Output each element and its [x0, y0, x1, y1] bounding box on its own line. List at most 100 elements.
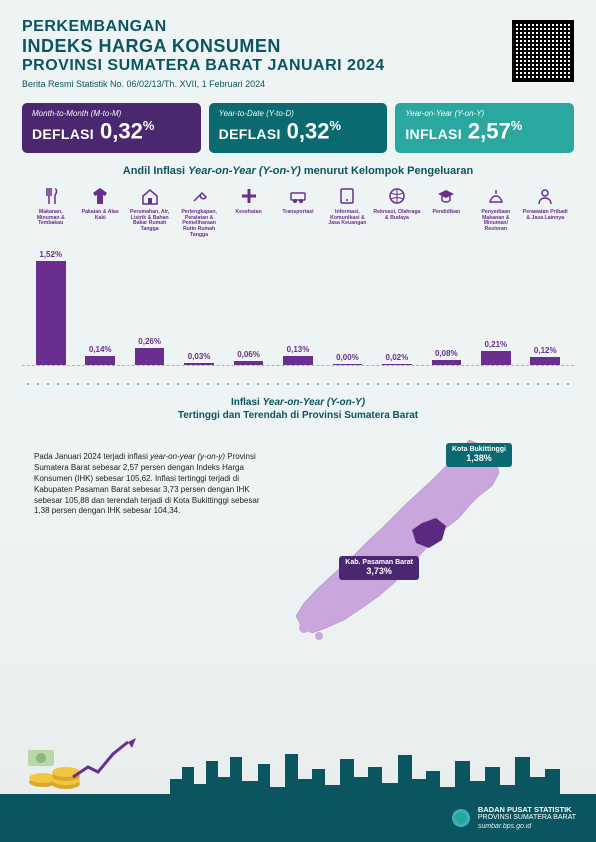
category-label: Perumahan, Air, Listrik & Bahan Bakar Ru… — [126, 210, 173, 233]
metric-value: 2,57% — [468, 118, 522, 144]
map-title: Inflasi Year-on-Year (Y-on-Y) Tertinggi … — [22, 396, 574, 422]
food-icon — [40, 185, 62, 207]
personal-icon — [534, 185, 556, 207]
category-item: Informasi, Komunikasi & Jasa Keuangan — [323, 185, 372, 239]
body-paragraph: Pada Januari 2024 terjadi inflasi year-o… — [34, 452, 274, 517]
bar — [135, 348, 165, 366]
divider — [22, 382, 574, 386]
metric-card: Year-on-Year (Y-on-Y) INFLASI 2,57% — [395, 103, 574, 152]
bps-logo-icon — [450, 807, 472, 829]
metric-sublabel: Month-to-Month (M-to-M) — [32, 109, 191, 118]
bar-column: 0,12% — [521, 246, 570, 365]
category-item: Perumahan, Air, Listrik & Bahan Bakar Ru… — [125, 185, 174, 239]
metric-cards: Month-to-Month (M-to-M)DEFLASI0,32%Year-… — [22, 103, 574, 152]
sumatra-map-icon — [274, 428, 554, 648]
category-label: Pendidikan — [433, 210, 461, 232]
metric-sublabel: Year-to-Date (Y-to-D) — [219, 109, 378, 118]
footer-text: BADAN PUSAT STATISTIK PROVINSI SUMATERA … — [478, 805, 576, 831]
category-label: Perawatan Pribadi & Jasa Lainnya — [522, 210, 569, 232]
category-item: Penyediaan Makanan & Minuman/ Restoran — [471, 185, 520, 239]
category-label: Pakaian & Alas Kaki — [76, 210, 123, 232]
metric-card: Year-to-Date (Y-to-D) DEFLASI 0,32% — [209, 103, 388, 152]
bar-value-label: 0,08% — [435, 349, 458, 358]
bar-column: 0,14% — [75, 246, 124, 365]
bar — [432, 360, 462, 366]
title-line-1: PERKEMBANGAN — [22, 18, 512, 36]
category-label: Transportasi — [282, 210, 313, 232]
metric-label: DEFLASI — [32, 126, 94, 142]
health-icon — [238, 185, 260, 207]
title-line-2: INDEKS HARGA KONSUMEN — [22, 36, 512, 57]
category-icons-row: Makanan, Minuman & TembakauPakaian & Ala… — [22, 185, 574, 239]
metric-label: DEFLASI — [219, 126, 281, 142]
bar-column: 0,06% — [224, 246, 273, 365]
bar-value-label: 0,26% — [138, 337, 161, 346]
map-pin-bukittinggi: Kota Bukittinggi 1,38% — [446, 443, 512, 467]
bar-column: 0,08% — [422, 246, 471, 365]
bar — [333, 364, 363, 365]
category-item: Makanan, Minuman & Tembakau — [26, 185, 75, 239]
bar-value-label: 0,14% — [89, 345, 112, 354]
qr-code-icon — [512, 20, 574, 82]
bar-chart: 1,52% 0,14% 0,26% 0,03% 0,06% 0,13% 0,00% 0,02%… — [22, 246, 574, 366]
recreation-icon — [386, 185, 408, 207]
metric-value: 0,32% — [100, 118, 154, 144]
category-label: Makanan, Minuman & Tembakau — [27, 210, 74, 232]
bar-column: 0,02% — [372, 246, 421, 365]
footer: BADAN PUSAT STATISTIK PROVINSI SUMATERA … — [0, 794, 596, 842]
metric-card: Month-to-Month (M-to-M) DEFLASI 0,32% — [22, 103, 201, 152]
header: PERKEMBANGAN INDEKS HARGA KONSUMEN PROVI… — [22, 18, 574, 89]
restaurant-icon — [485, 185, 507, 207]
category-item: Perawatan Pribadi & Jasa Lainnya — [521, 185, 570, 239]
bar-value-label: 1,52% — [39, 250, 62, 259]
bar-value-label: 0,21% — [484, 340, 507, 349]
bar-value-label: 0,02% — [386, 353, 409, 362]
bar-column: 0,26% — [125, 246, 174, 365]
education-icon — [435, 185, 457, 207]
tools-icon — [188, 185, 210, 207]
info-icon — [336, 185, 358, 207]
bar-column: 0,13% — [273, 246, 322, 365]
category-item: Kesehatan — [224, 185, 273, 239]
bar-column: 0,21% — [471, 246, 520, 365]
bottom-illustration — [0, 724, 596, 794]
category-label: Rekreasi, Olahraga & Budaya — [373, 210, 420, 232]
bar — [481, 351, 511, 365]
category-item: Perlengkapan, Peralatan & Pemeliharaan R… — [174, 185, 223, 239]
category-item: Pendidikan — [422, 185, 471, 239]
bar-value-label: 0,13% — [287, 345, 310, 354]
category-label: Kesehatan — [235, 210, 261, 232]
bar — [283, 356, 313, 365]
transport-icon — [287, 185, 309, 207]
title-line-3: PROVINSI SUMATERA BARAT JANUARI 2024 — [22, 57, 512, 75]
bar — [382, 364, 412, 365]
bar-value-label: 0,03% — [188, 352, 211, 361]
metric-value: 0,32% — [287, 118, 341, 144]
bar — [85, 356, 115, 366]
bar-value-label: 0,06% — [237, 350, 260, 359]
bar-column: 1,52% — [26, 246, 75, 365]
category-label: Perlengkapan, Peralatan & Pemeliharaan R… — [175, 210, 222, 239]
house-icon — [139, 185, 161, 207]
category-label: Penyediaan Makanan & Minuman/ Restoran — [472, 210, 519, 233]
bar-column: 0,00% — [323, 246, 372, 365]
bar — [530, 357, 560, 365]
category-label: Informasi, Komunikasi & Jasa Keuangan — [324, 210, 371, 232]
map-pin-pasaman: Kab. Pasaman Barat 3,73% — [339, 556, 419, 580]
metric-label: INFLASI — [405, 126, 462, 142]
bar — [234, 361, 264, 365]
clothing-icon — [89, 185, 111, 207]
category-item: Rekreasi, Olahraga & Budaya — [372, 185, 421, 239]
category-item: Pakaian & Alas Kaki — [75, 185, 124, 239]
map-section: Pada Januari 2024 terjadi inflasi year-o… — [22, 428, 574, 658]
skyline-icon — [170, 749, 570, 794]
bar-value-label: 0,12% — [534, 346, 557, 355]
category-item: Transportasi — [273, 185, 322, 239]
bar — [36, 261, 66, 366]
chart-title: Andil Inflasi Year-on-Year (Y-on-Y) menu… — [22, 165, 574, 177]
subtitle: Berita Resmi Statistik No. 06/02/13/Th. … — [22, 79, 512, 89]
bar-value-label: 0,00% — [336, 353, 359, 362]
metric-sublabel: Year-on-Year (Y-on-Y) — [405, 109, 564, 118]
bar — [184, 363, 214, 365]
coins-arrow-icon — [18, 732, 148, 792]
